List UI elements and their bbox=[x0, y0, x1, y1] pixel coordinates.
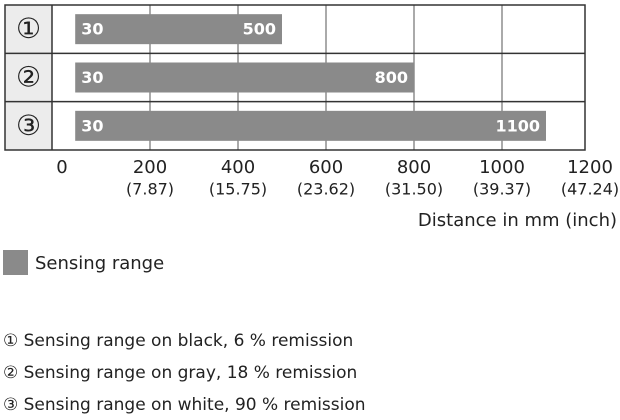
legend-label: Sensing range bbox=[35, 253, 164, 274]
bar-end-label: 800 bbox=[375, 68, 408, 87]
legend-swatch bbox=[3, 250, 28, 275]
x-tick-label: 0 bbox=[56, 157, 67, 178]
plot-border bbox=[4, 4, 586, 151]
category-label: ① bbox=[16, 12, 41, 45]
x-tick-label: 800 bbox=[397, 157, 431, 178]
x-tick-label: 400 bbox=[221, 157, 255, 178]
bar-end-label: 500 bbox=[243, 20, 276, 39]
x-tick-label: 1200 bbox=[567, 157, 613, 178]
x-tick-sublabel: (47.24) bbox=[561, 180, 619, 199]
x-tick-sublabel: (15.75) bbox=[209, 180, 267, 199]
note: ① Sensing range on black, 6 % remission bbox=[3, 331, 353, 351]
note: ② Sensing range on gray, 18 % remission bbox=[3, 363, 357, 383]
range-bar bbox=[75, 14, 282, 45]
x-tick-sublabel: (39.37) bbox=[473, 180, 531, 199]
x-tick-sublabel: (31.50) bbox=[385, 180, 443, 199]
x-tick-label: 600 bbox=[309, 157, 343, 178]
range-bar bbox=[75, 110, 546, 141]
category-label: ③ bbox=[16, 109, 41, 142]
x-axis-label: Distance in mm (inch) bbox=[418, 210, 617, 231]
x-tick-sublabel: (23.62) bbox=[297, 180, 355, 199]
x-tick-sublabel: (7.87) bbox=[126, 180, 174, 199]
bar-start-label: 30 bbox=[81, 68, 103, 87]
x-tick-label: 1000 bbox=[479, 157, 525, 178]
category-column bbox=[5, 5, 52, 150]
bar-end-label: 1100 bbox=[495, 116, 540, 135]
category-label: ② bbox=[16, 61, 41, 94]
x-tick-label: 200 bbox=[133, 157, 167, 178]
bar-start-label: 30 bbox=[81, 20, 103, 39]
range-bar bbox=[75, 62, 414, 93]
bar-start-label: 30 bbox=[81, 116, 103, 135]
note: ③ Sensing range on white, 90 % remission bbox=[3, 395, 366, 415]
